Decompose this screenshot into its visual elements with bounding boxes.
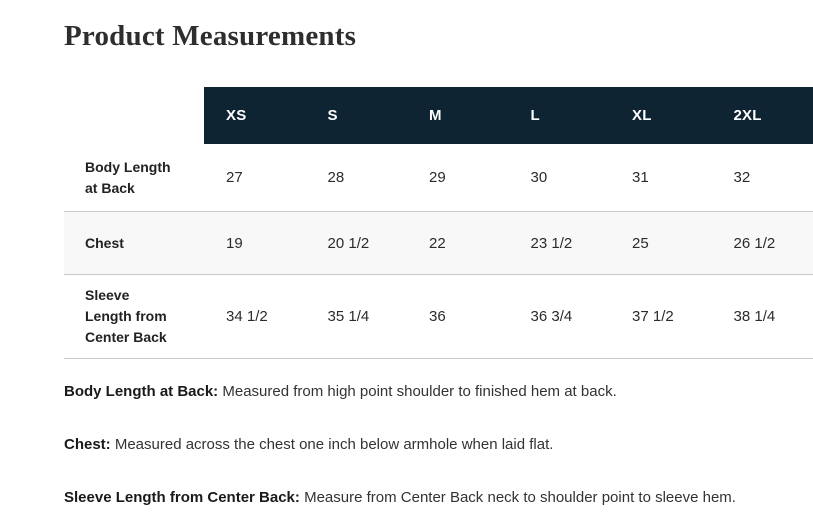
size-header-l: L xyxy=(508,87,610,144)
note-description: Measure from Center Back neck to shoulde… xyxy=(299,489,736,506)
cell-value: 31 xyxy=(632,169,649,186)
note-body-length: Body Length at Back: Measured from high … xyxy=(64,382,813,402)
cell-value: 20 1/2 xyxy=(327,234,370,252)
note-term: Body Length at Back: xyxy=(64,383,219,400)
note-sleeve-length: Sleeve Length from Center Back: Measure … xyxy=(64,488,813,508)
measurement-definitions: Body Length at Back: Measured from high … xyxy=(64,382,813,508)
cell-value: 37 1/2 xyxy=(632,308,674,325)
cell-value: 26 1/2 xyxy=(733,234,776,252)
size-header-2xl: 2XL xyxy=(711,87,813,144)
note-description: Measured across the chest one inch below… xyxy=(110,436,554,453)
size-header-xl: XL xyxy=(610,87,712,144)
cell-value: 23 1/2 xyxy=(530,234,573,252)
note-chest: Chest: Measured across the chest one inc… xyxy=(64,435,813,455)
product-measurements-page: Product Measurements XS S M L XL 2XL Bod… xyxy=(0,20,813,508)
cell-value: 29 xyxy=(429,169,446,186)
note-term: Chest: xyxy=(64,436,111,453)
size-header-xs: XS xyxy=(204,87,306,144)
row-label: Body Length at Back xyxy=(64,144,204,211)
table-row-sleeve-length: Sleeve Length from Center Back 34 1/2 35… xyxy=(64,275,813,359)
cell-value: 36 xyxy=(429,308,446,325)
row-label-text: Sleeve Length from Center Back xyxy=(85,287,167,345)
cell-value: 25 xyxy=(632,234,649,252)
note-description: Measured from high point shoulder to fin… xyxy=(218,383,617,400)
cell-value: 28 xyxy=(327,169,345,186)
cell-value: 36 3/4 xyxy=(530,308,573,325)
corner-cell xyxy=(64,87,204,144)
measurements-table: XS S M L XL 2XL Body Length at Back 27 2… xyxy=(64,87,813,359)
page-title: Product Measurements xyxy=(64,20,357,52)
row-label: Sleeve Length from Center Back xyxy=(64,275,204,358)
size-header-m: M xyxy=(407,87,509,144)
row-label-text: Body Length at Back xyxy=(85,158,171,196)
note-term: Sleeve Length from Center Back: xyxy=(64,489,300,506)
cell-value: 22 xyxy=(429,234,446,252)
cell-value: 34 1/2 xyxy=(226,308,268,325)
table-row-chest: Chest 19 20 1/2 22 23 1/2 25 26 1/2 xyxy=(64,212,813,275)
row-label-text: Chest xyxy=(85,234,124,251)
cell-value: 27 xyxy=(226,169,243,186)
cell-value: 38 1/4 xyxy=(733,308,776,325)
cell-value: 19 xyxy=(226,234,243,252)
size-header-row: XS S M L XL 2XL xyxy=(64,87,813,144)
row-label: Chest xyxy=(64,212,204,274)
table-row-body-length: Body Length at Back 27 28 29 30 31 32 xyxy=(64,144,813,212)
size-header-s: S xyxy=(305,87,407,144)
cell-value: 30 xyxy=(530,169,548,186)
cell-value: 35 1/4 xyxy=(327,308,370,325)
cell-value: 32 xyxy=(733,169,751,186)
